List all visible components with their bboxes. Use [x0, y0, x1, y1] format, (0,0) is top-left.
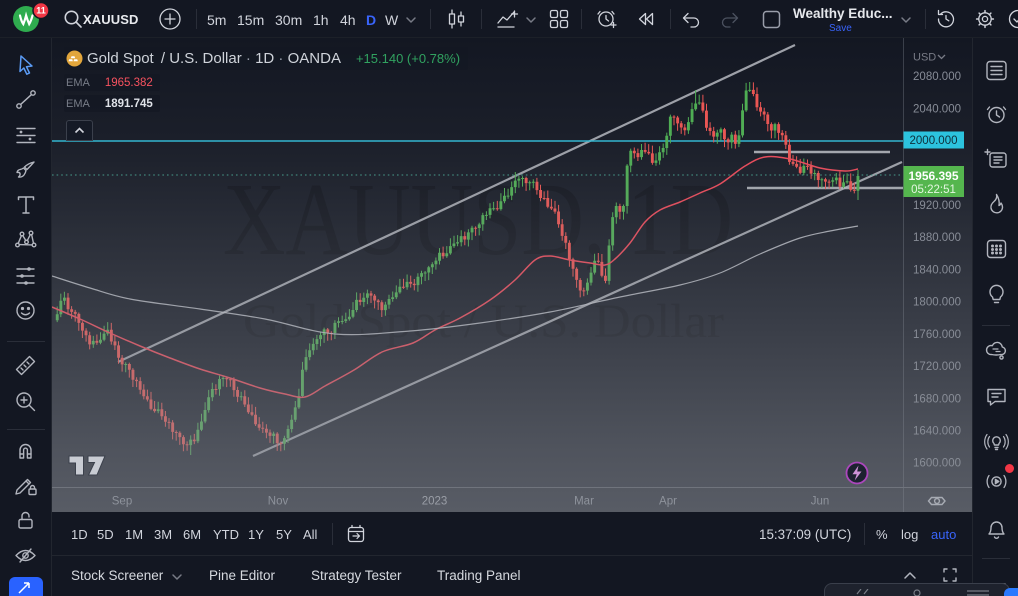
- svg-text:11: 11: [36, 6, 46, 16]
- svg-text:05:22:51: 05:22:51: [911, 184, 956, 196]
- svg-text:1956.395: 1956.395: [908, 169, 958, 183]
- svg-text:2000.000: 2000.000: [910, 135, 958, 147]
